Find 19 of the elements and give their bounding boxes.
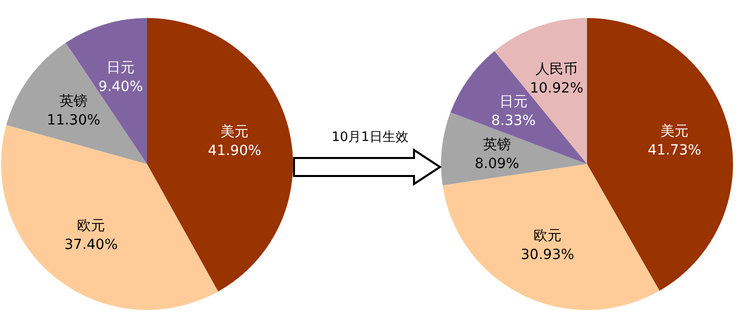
data-label: 8.33% [491, 112, 536, 129]
slice-label: 日元 [499, 94, 528, 110]
slice-label: 美元 [220, 124, 249, 140]
data-label: 37.40% [64, 236, 118, 253]
slice-label: 欧元 [533, 228, 562, 244]
data-label: 41.90% [208, 142, 262, 159]
data-label: 10.92% [530, 80, 584, 96]
slice-label: 美元 [660, 123, 688, 140]
data-label: 41.73% [648, 142, 702, 158]
slice-label: 欧元 [77, 218, 106, 234]
data-label: 8.09% [474, 156, 520, 172]
slice-label: 人民币 [536, 61, 578, 78]
slice-label: 英镑 [60, 94, 88, 110]
data-label: 11.30% [46, 112, 100, 129]
data-label: 9.40% [98, 79, 143, 96]
data-label: 30.93% [520, 247, 574, 264]
text: 10月1日生效 [330, 129, 410, 146]
slice-label: 日元 [106, 60, 135, 76]
slice-label: 英镑 [483, 136, 511, 153]
